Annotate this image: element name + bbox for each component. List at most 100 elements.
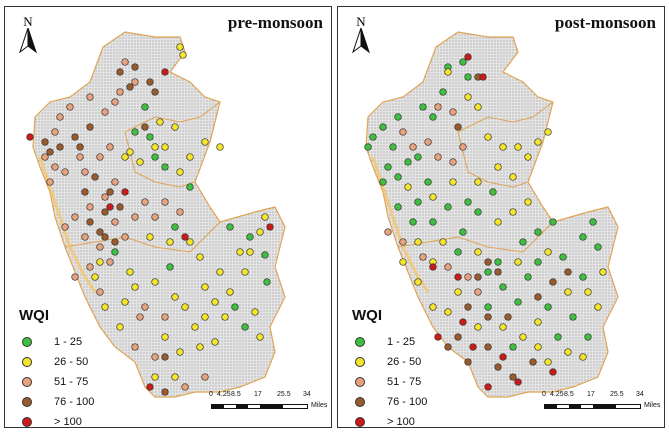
sample-point [236, 248, 244, 256]
sample-point [116, 88, 124, 96]
sample-point [434, 153, 442, 161]
sample-point [51, 163, 59, 171]
sample-point [111, 178, 119, 186]
sample-point [226, 223, 234, 231]
sample-point [101, 233, 109, 241]
sample-point [141, 198, 149, 206]
sample-point [459, 318, 467, 326]
sample-point [176, 208, 184, 216]
scale-tick: 34 [636, 391, 644, 398]
sample-point [71, 213, 79, 221]
sample-point [106, 203, 114, 211]
scale-tick: 8.5 [564, 391, 574, 398]
legend-label: 51 - 75 [387, 376, 422, 388]
sample-point [409, 218, 417, 226]
scale-segments [211, 404, 308, 409]
sample-point [161, 333, 169, 341]
sample-point [101, 193, 109, 201]
sample-point [86, 123, 94, 131]
legend-item: 26 - 50 [19, 352, 94, 372]
sample-point [499, 353, 507, 361]
sample-point [399, 258, 407, 266]
sample-point [494, 163, 502, 171]
sample-point [474, 248, 482, 256]
scale-labels: 0 4.25 8.5 17 25.5 34 [542, 391, 656, 403]
legend-swatch [22, 417, 32, 427]
sample-point [106, 143, 114, 151]
sample-point [554, 333, 562, 341]
sample-point [161, 313, 169, 321]
sample-point [46, 178, 54, 186]
sample-point [399, 128, 407, 136]
sample-point [96, 153, 104, 161]
sample-point [196, 253, 204, 261]
sample-point [484, 383, 492, 391]
sample-point [474, 288, 482, 296]
subdistrict-boundary [64, 221, 221, 253]
sample-point [131, 283, 139, 291]
sample-point [459, 143, 467, 151]
sample-point [121, 58, 129, 66]
sample-point [579, 353, 587, 361]
sample-point [176, 168, 184, 176]
sample-point [76, 143, 84, 151]
sample-point [444, 263, 452, 271]
sample-point [141, 303, 149, 311]
sample-point [449, 158, 457, 166]
sample-point [121, 188, 129, 196]
sample-point [454, 123, 462, 131]
sample-point [544, 358, 552, 366]
sample-point [589, 218, 597, 226]
sample-point [519, 333, 527, 341]
sample-point [594, 243, 602, 251]
sample-point [146, 383, 154, 391]
sample-point [131, 128, 139, 136]
sample-point [256, 228, 264, 236]
sample-point [216, 268, 224, 276]
sample-point [201, 373, 209, 381]
sample-point [131, 63, 139, 71]
sample-point [211, 298, 219, 306]
sample-point [171, 373, 179, 381]
subdistrict-boundary [397, 221, 554, 253]
sample-point [251, 308, 259, 316]
sample-point [176, 348, 184, 356]
sample-point [151, 143, 159, 151]
sample-point [141, 123, 149, 131]
sample-point [111, 98, 119, 106]
legend: WQI 1 - 25 26 - 50 51 - 75 76 - 100 > 10… [352, 307, 427, 427]
scale-tick: 17 [254, 391, 262, 398]
sample-point [564, 288, 572, 296]
sample-point [161, 198, 169, 206]
sample-point [221, 313, 229, 321]
sample-point [549, 278, 557, 286]
legend-swatch [355, 397, 365, 407]
sample-point [151, 353, 159, 361]
subdistrict-boundary [457, 101, 554, 133]
sample-point [101, 208, 109, 216]
legend-item: 1 - 25 [19, 332, 94, 352]
sample-point [106, 188, 114, 196]
sample-point [81, 233, 89, 241]
sample-point [161, 353, 169, 361]
sample-point [459, 58, 467, 66]
sample-point [96, 258, 104, 266]
sample-point [41, 138, 49, 146]
sample-point [161, 68, 169, 76]
sample-point [141, 103, 149, 111]
sample-point [409, 143, 417, 151]
sample-point [201, 138, 209, 146]
sample-point [116, 323, 124, 331]
sample-point [186, 238, 194, 246]
sample-point [241, 268, 249, 276]
sample-point [509, 373, 517, 381]
sample-point [524, 153, 532, 161]
sample-point [394, 113, 402, 121]
sample-point [86, 93, 94, 101]
sample-point [414, 278, 422, 286]
sample-point [126, 268, 134, 276]
sample-point [151, 373, 159, 381]
sample-point [519, 238, 527, 246]
sample-point [394, 173, 402, 181]
sample-point [534, 258, 542, 266]
